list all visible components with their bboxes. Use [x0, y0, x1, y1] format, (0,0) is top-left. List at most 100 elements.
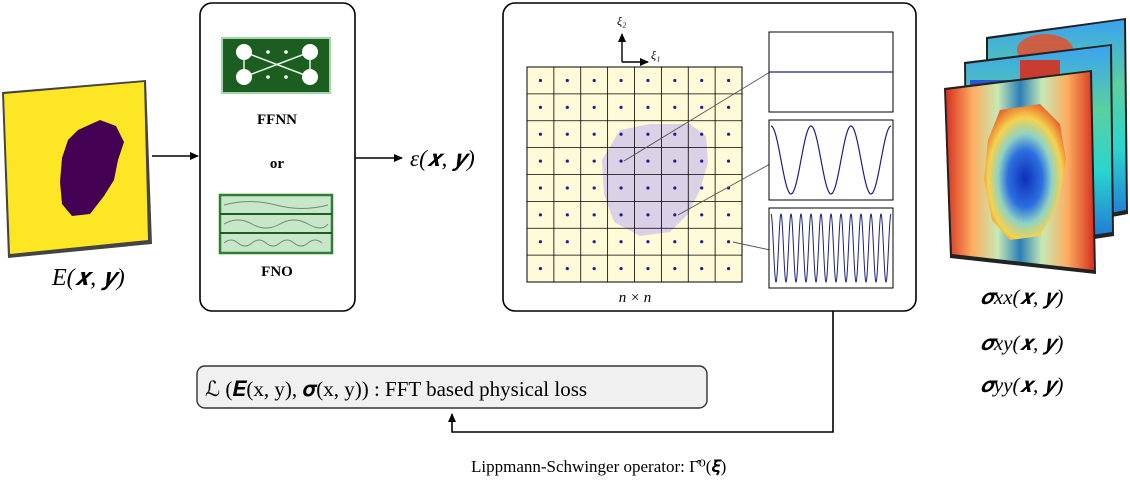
grid-collocation-dot	[700, 78, 704, 83]
grid-collocation-dot	[538, 159, 543, 163]
grid-collocation-dot	[619, 105, 623, 109]
strain-label: ε(𝒙, 𝒚)	[410, 146, 475, 172]
fno-wave-2	[223, 219, 329, 229]
grid-collocation-dot	[673, 78, 677, 83]
grid-collocation-dot	[592, 159, 596, 163]
grid-collocation-dot	[592, 105, 596, 109]
grid-size-label: n × n	[619, 290, 652, 306]
grid-collocation-dot	[673, 266, 677, 271]
grid-collocation-dot	[673, 186, 677, 190]
wave-sine-high	[770, 213, 892, 283]
grid-collocation-dot	[565, 240, 569, 244]
grid-inclusion	[602, 124, 708, 236]
ffnn-node	[236, 69, 252, 85]
ffnn-dot	[266, 50, 270, 54]
fno-icon	[218, 193, 334, 255]
grid-collocation-dot	[646, 159, 650, 163]
grid-collocation-dot	[726, 105, 731, 109]
grid-collocation-dot	[726, 159, 731, 163]
wave-sine-mid	[770, 125, 892, 195]
leader-line-low-freq	[623, 71, 771, 162]
grid-collocation-dot	[726, 213, 731, 217]
grid-collocation-dot	[700, 186, 704, 190]
grid-collocation-dot	[565, 186, 569, 190]
grid-collocation-dot	[619, 186, 623, 190]
grid-collocation-dot	[565, 266, 569, 271]
grid-collocation-dot	[538, 266, 543, 271]
leader-line-mid-freq	[677, 163, 771, 216]
grid-collocation-dot	[565, 132, 569, 136]
grid-collocation-dot	[700, 132, 704, 136]
grid-collocation-dot	[619, 159, 623, 163]
axes-icon	[618, 33, 649, 66]
grid-collocation-dot	[673, 105, 677, 109]
ffnn-dot	[266, 75, 270, 79]
wave-panel-high	[768, 207, 894, 289]
ffnn-dot	[284, 50, 288, 54]
grid-collocation-dot	[538, 213, 543, 217]
input-label: E(𝒙, 𝒚)	[51, 265, 125, 291]
grid-collocation-dot	[646, 186, 650, 190]
grid-collocation-dot	[646, 240, 650, 244]
stress-field-stack	[944, 18, 1128, 274]
wave-panel-mid-frame	[768, 119, 894, 201]
fno-wave-3	[223, 239, 323, 247]
feedback-arrow	[448, 311, 834, 433]
axis-xi1-label: ξ₁	[651, 48, 660, 62]
grid-collocation-dot	[673, 132, 677, 136]
stress-xx-inclusion	[984, 104, 1066, 240]
grid-collocation-dot	[619, 266, 623, 271]
ffnn-edge-2	[243, 51, 311, 78]
grid-collocation-dot	[700, 266, 704, 271]
grid-collocation-dot	[592, 132, 596, 136]
grid-collocation-dot	[565, 159, 569, 163]
grid-collocation-dot	[673, 240, 677, 244]
fno-wave-1	[223, 201, 329, 209]
operator-label: Lippmann-Schwinger operator: Γ̂⁰(𝝃)	[471, 457, 726, 476]
grid-collocation-dot	[619, 213, 623, 217]
wave-panel-low	[768, 31, 894, 113]
grid-collocation-dot	[619, 132, 623, 136]
output-sigma-yy: 𝝈yy(𝒙, 𝒚)	[980, 373, 1063, 397]
grid-collocation-dot	[726, 78, 731, 83]
grid-collocation-dot	[592, 213, 596, 217]
grid-collocation-dot	[646, 132, 650, 136]
fno-label: FNO	[261, 264, 293, 280]
ffnn-dot	[284, 75, 288, 79]
grid-collocation-dot	[565, 213, 569, 217]
ffnn-label: FFNN	[257, 112, 297, 128]
grid-collocation-dot	[646, 213, 650, 217]
grid-collocation-dot	[673, 159, 677, 163]
grid-collocation-dot	[538, 186, 543, 190]
loss-box	[196, 365, 708, 409]
grid-collocation-dot	[565, 105, 569, 109]
ffnn-node	[236, 44, 252, 60]
wave-panel-high-frame	[768, 207, 894, 289]
grid-collocation-dot	[700, 213, 704, 217]
wave-panel-mid	[768, 119, 894, 201]
fno-icon-frame	[218, 193, 334, 255]
grid-collocation-dot	[538, 105, 543, 109]
grid-collocation-dot	[646, 266, 650, 271]
grid-collocation-dot	[673, 213, 677, 217]
input-inclusion-shape	[60, 120, 124, 216]
grid-collocation-dot	[726, 240, 731, 244]
grid-collocation-dot	[565, 78, 569, 83]
grid-collocation-dot	[538, 78, 543, 83]
grid-collocation-dot	[700, 159, 704, 163]
ffnn-node	[302, 69, 318, 85]
grid-collocation-dot	[700, 240, 704, 244]
or-label: or	[270, 156, 285, 172]
grid-collocation-dot	[592, 266, 596, 271]
grid-collocation-dot	[619, 240, 623, 244]
grid-collocation-dot	[726, 132, 731, 136]
output-sigma-xx: 𝝈xx(𝒙, 𝒚)	[980, 285, 1063, 309]
grid-collocation-dot	[726, 266, 731, 271]
leader-line-high-freq	[732, 241, 771, 251]
ffnn-icon	[221, 37, 331, 94]
grid-collocation-dot	[592, 186, 596, 190]
output-sigma-xy: 𝝈xy(𝒙, 𝒚)	[980, 331, 1063, 355]
grid-collocation-dot	[646, 78, 650, 83]
fourier-grid	[526, 66, 743, 283]
